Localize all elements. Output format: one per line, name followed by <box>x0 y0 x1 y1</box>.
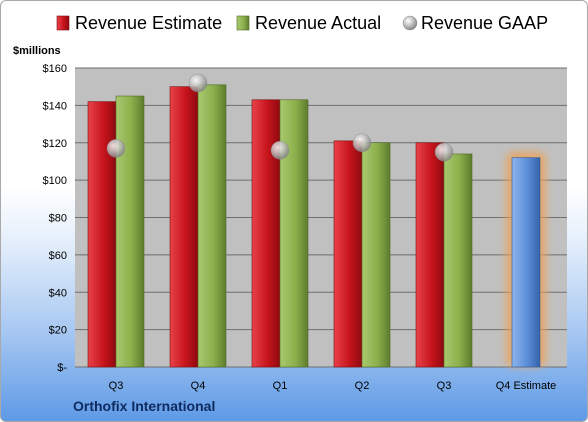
bar-revenue-estimate <box>333 140 363 368</box>
marker-revenue-gaap <box>270 140 290 160</box>
x-tick-label: Q4 <box>191 380 206 392</box>
bar-revenue-estimate <box>169 86 199 368</box>
legend-label: Revenue Estimate <box>75 13 222 33</box>
marker-revenue-gaap <box>434 142 454 162</box>
y-tick-label: $100 <box>43 175 67 187</box>
bar-revenue-estimate <box>251 99 281 368</box>
bar-revenue-actual <box>443 153 473 368</box>
y-tick-label: $80 <box>49 213 67 225</box>
y-tick-label: $60 <box>49 250 67 262</box>
bar-revenue-actual <box>361 142 391 368</box>
y-tick-label: $40 <box>49 287 67 299</box>
bar-revenue-estimate-future <box>511 157 541 368</box>
y-tick-label: $120 <box>43 138 67 150</box>
bar-revenue-actual <box>115 95 145 368</box>
legend-swatch-revenue-actual <box>236 15 250 31</box>
x-tick-label: Q4 Estimate <box>496 380 557 392</box>
gridlines <box>75 67 567 368</box>
unit-label: $millions <box>13 45 61 57</box>
bar-revenue-actual <box>197 84 227 368</box>
marker-revenue-gaap <box>352 133 372 152</box>
company-name: Orthofix International <box>73 398 215 414</box>
y-tick-label: $140 <box>43 100 67 112</box>
legend-label: Revenue GAAP <box>421 13 548 33</box>
x-axis-ticks: Q3 Q4 Q1 Q2 Q3 Q4 Estimate <box>109 380 557 392</box>
legend-swatch-revenue-gaap <box>402 15 418 31</box>
x-tick-label: Q3 <box>109 380 124 392</box>
bars <box>87 84 546 368</box>
bar-revenue-actual <box>279 99 309 368</box>
gaap-markers <box>106 73 454 162</box>
y-tick-label: $- <box>57 362 67 374</box>
x-tick-label: Q1 <box>273 380 288 392</box>
x-tick-label: Q3 <box>437 380 452 392</box>
bar-revenue-estimate <box>415 142 445 368</box>
marker-revenue-gaap <box>106 139 126 158</box>
legend: Revenue Estimate Revenue Actual Revenue GA… <box>56 13 548 33</box>
legend-swatch-revenue-estimate <box>56 15 70 31</box>
x-tick-label: Q2 <box>355 380 370 392</box>
y-tick-label: $20 <box>49 325 67 337</box>
y-tick-label: $160 <box>43 63 67 75</box>
y-axis-ticks: $- $20 $40 $60 $80 $100 $120 $140 $160 <box>43 63 68 374</box>
marker-revenue-gaap <box>188 73 208 93</box>
legend-label: Revenue Actual <box>255 13 381 33</box>
